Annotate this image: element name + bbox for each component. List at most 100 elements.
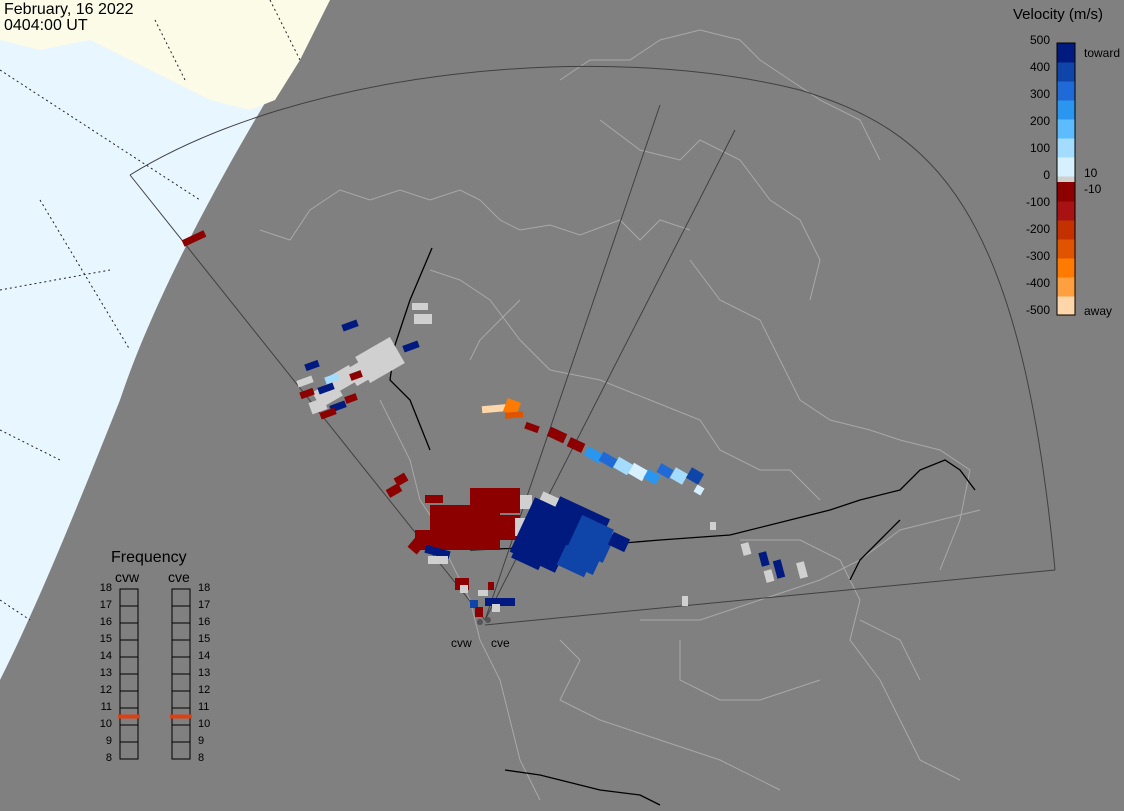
- frequency-tick-label: 17: [99, 599, 112, 611]
- colorbar-segment-away: [1057, 296, 1075, 316]
- echo-cell: [685, 467, 705, 485]
- colorbar-tick-label: -200: [1025, 222, 1050, 236]
- echo-cell: [341, 319, 359, 332]
- colorbar-title: Velocity (m/s): [1013, 6, 1104, 23]
- frequency-tick-label: 10: [99, 718, 112, 730]
- frequency-tick-label: 18: [99, 582, 112, 594]
- frequency-tick-label: 13: [198, 667, 211, 679]
- echo-cell: [546, 426, 568, 444]
- colorbar-segment-away: [1057, 277, 1075, 297]
- colorbar-tick-label: -300: [1025, 249, 1050, 263]
- echo-cell: [319, 407, 337, 420]
- colorbar-segment-ground: [1057, 176, 1075, 182]
- frequency-tick-label: 11: [100, 701, 112, 713]
- echo-cell: [492, 604, 500, 612]
- coastlines: [259, 29, 981, 801]
- echo-cell: [478, 590, 488, 596]
- frequency-tick-label: 16: [198, 616, 211, 628]
- echo-cell: [428, 556, 448, 564]
- freq-marker-cve: [170, 714, 192, 719]
- echo-cell: [425, 495, 443, 503]
- echo-cell: [460, 585, 468, 593]
- colorbar-near-zero-pos: 10: [1084, 166, 1098, 180]
- echo-cell: [763, 569, 775, 583]
- frequency-tick-label: 11: [198, 701, 210, 713]
- frequency-panel: [118, 588, 192, 760]
- colorbar-toward-label: toward: [1084, 46, 1121, 60]
- frequency-tick-label: 13: [99, 667, 112, 679]
- echo-cell: [607, 531, 631, 553]
- colorbar-tick-label: 500: [1029, 33, 1050, 47]
- site-marker-cve: [485, 617, 491, 623]
- colorbar-segment-away: [1057, 182, 1075, 202]
- velocity-colorbar: [1056, 42, 1076, 316]
- echo-cell: [656, 463, 674, 479]
- frequency-title: Frequency: [111, 549, 187, 566]
- echo-cell: [488, 582, 494, 590]
- echo-cell: [296, 375, 314, 388]
- time-label: 0404:00 UT: [4, 17, 88, 34]
- freq-marker-cvw: [118, 714, 140, 719]
- frequency-tick-label: 14: [99, 650, 112, 662]
- echo-cell: [407, 537, 425, 555]
- echo-cell: [504, 411, 524, 419]
- frequency-tick-label: 15: [99, 633, 112, 645]
- echo-cell: [643, 469, 661, 485]
- echo-cell: [682, 596, 688, 606]
- colorbar-tick-label: 400: [1029, 60, 1050, 74]
- echo-cell: [480, 530, 500, 550]
- echo-cell: [385, 483, 403, 498]
- colorbar-tick-label: -500: [1025, 303, 1050, 317]
- daylight-region: [0, 0, 330, 680]
- echo-cell: [524, 421, 540, 434]
- frequency-tick-label: 9: [105, 735, 112, 747]
- frequency-tick-label: 12: [99, 684, 112, 696]
- echo-cell: [470, 600, 478, 608]
- frequency-col-cve: cve: [168, 569, 190, 585]
- echo-cell: [324, 372, 340, 385]
- echo-cell: [758, 551, 770, 567]
- echo-cell: [772, 559, 786, 579]
- colorbar-segment-away: [1057, 258, 1075, 278]
- colorbar-segment-toward: [1057, 100, 1075, 120]
- alaska-land: [0, 0, 330, 110]
- echo-cell: [485, 598, 515, 606]
- frequency-tick-label: 12: [198, 684, 211, 696]
- colorbar-segment-away: [1057, 220, 1075, 240]
- frequency-col-cvw: cvw: [115, 569, 140, 585]
- frequency-tick-label: 9: [198, 735, 205, 747]
- echo-cell: [344, 393, 358, 404]
- site-marker-cvw: [477, 619, 483, 625]
- echo-cell: [424, 544, 451, 560]
- colorbar-tick-label: 100: [1029, 141, 1050, 155]
- site-label-cve: cve: [491, 636, 510, 650]
- echo-cell: [613, 456, 633, 476]
- frequency-tick-label: 8: [198, 752, 205, 764]
- echo-cell: [693, 484, 705, 496]
- colorbar-away-label: away: [1084, 304, 1113, 318]
- frequency-tick-label: 18: [198, 582, 211, 594]
- frequency-tick-label: 16: [99, 616, 112, 628]
- echo-cell: [740, 542, 752, 556]
- colorbar-tick-label: -400: [1025, 276, 1050, 290]
- echo-cell: [566, 437, 586, 453]
- echo-cell: [710, 522, 716, 530]
- country-borders: [389, 247, 976, 806]
- frequency-tick-label: 10: [198, 718, 211, 730]
- colorbar-segment-away: [1057, 239, 1075, 259]
- echo-cell: [503, 398, 521, 416]
- echo-cell: [402, 340, 420, 353]
- echo-cell: [511, 534, 549, 571]
- colorbar-segment-toward: [1057, 138, 1075, 158]
- frequency-tick-label: 17: [198, 599, 211, 611]
- colorbar-near-zero-neg: -10: [1084, 182, 1102, 196]
- echo-cell: [412, 303, 428, 310]
- graticule: [0, 0, 301, 621]
- colorbar-tick-label: 0: [1043, 168, 1050, 182]
- frequency-tick-label: 15: [198, 633, 211, 645]
- colorbar-tick-label: 300: [1029, 87, 1050, 101]
- colorbar-segment-toward: [1057, 119, 1075, 139]
- echo-cell: [393, 472, 409, 487]
- fov-outlines: [129, 65, 1056, 626]
- echo-cell: [796, 561, 808, 579]
